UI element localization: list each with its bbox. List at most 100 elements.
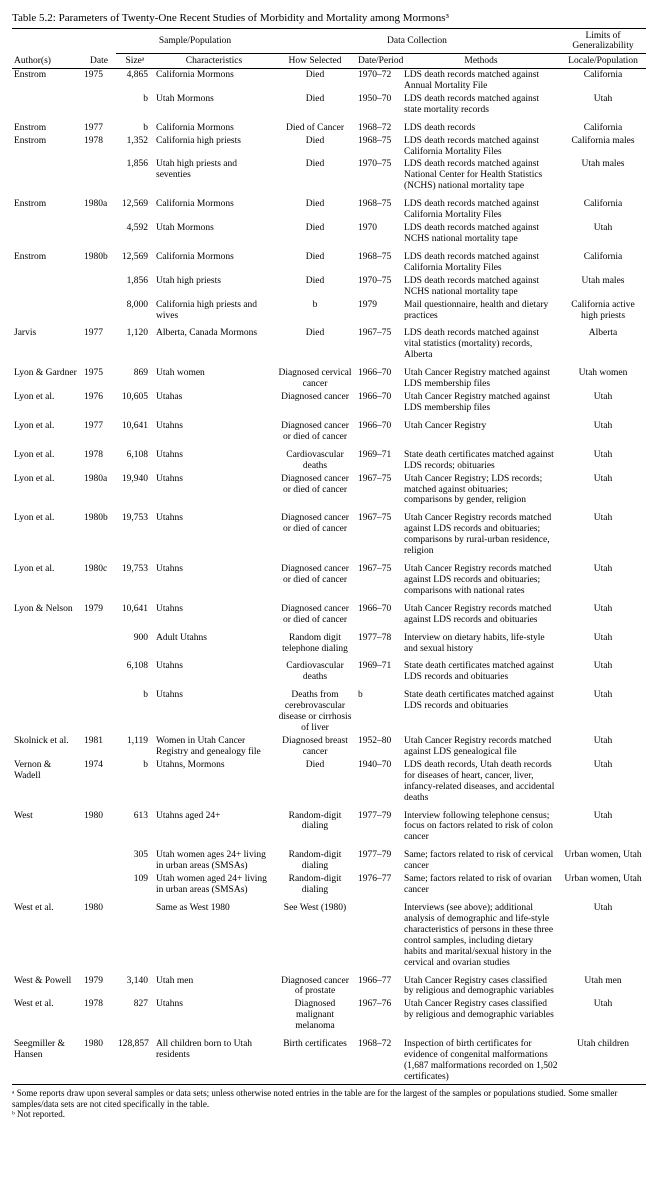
cell-size: b bbox=[116, 93, 154, 117]
cell-chars: Utahns bbox=[154, 998, 274, 1033]
cell-size: 1,856 bbox=[116, 158, 154, 193]
cell-size: 4,592 bbox=[116, 222, 154, 246]
cell-size: b bbox=[116, 684, 154, 735]
cell-author: West & Powell bbox=[12, 970, 82, 999]
cell-size: 613 bbox=[116, 805, 154, 845]
cell-period: 1968–75 bbox=[356, 135, 402, 159]
cell-period: 1969–71 bbox=[356, 444, 402, 473]
cell-author bbox=[12, 299, 82, 323]
cell-chars: Utah high priests and seventies bbox=[154, 158, 274, 193]
cell-period: 1967–75 bbox=[356, 507, 402, 558]
table-row: Enstrom19781,352California high priestsD… bbox=[12, 135, 646, 159]
cell-date: 1980a bbox=[82, 193, 116, 222]
cell-period: 1970–75 bbox=[356, 158, 402, 193]
cell-methods: Utah Cancer Registry records matched aga… bbox=[402, 558, 560, 598]
cell-size: 12,569 bbox=[116, 193, 154, 222]
table-row: West et al.1980Same as West 1980See West… bbox=[12, 897, 646, 970]
cell-author: Lyon et al. bbox=[12, 507, 82, 558]
cell-author bbox=[12, 873, 82, 897]
cell-author bbox=[12, 844, 82, 873]
cell-how: Diagnosed cancer or died of cancer bbox=[274, 598, 356, 627]
col-date: Date bbox=[82, 54, 116, 69]
cell-how: Diagnosed cancer bbox=[274, 391, 356, 415]
table-row: 1,856Utah high priestsDied1970–75LDS dea… bbox=[12, 275, 646, 299]
table-row: Enstrom1980b12,569California MormonsDied… bbox=[12, 246, 646, 275]
cell-how: Died bbox=[274, 246, 356, 275]
cell-locale: Urban women, Utah bbox=[560, 873, 646, 897]
cell-date: 1977 bbox=[82, 415, 116, 444]
cell-chars: Utahns bbox=[154, 558, 274, 598]
cell-locale: California active high priests bbox=[560, 299, 646, 323]
cell-locale: Utah women bbox=[560, 362, 646, 391]
cell-period: 1967–75 bbox=[356, 558, 402, 598]
group-data: Data Collection bbox=[274, 29, 560, 54]
cell-period: 1976–77 bbox=[356, 873, 402, 897]
cell-chars: Utah Mormons bbox=[154, 222, 274, 246]
col-author: Author(s) bbox=[12, 54, 82, 69]
table-row: bUtah MormonsDied1950–70LDS death record… bbox=[12, 93, 646, 117]
table-row: Lyon et al.197710,641UtahnsDiagnosed can… bbox=[12, 415, 646, 444]
cell-how: Diagnosed malignant melanoma bbox=[274, 998, 356, 1033]
cell-chars: Utahns bbox=[154, 507, 274, 558]
table-row: Vernon & Wadell1974bUtahns, MormonsDied1… bbox=[12, 759, 646, 805]
cell-chars: Utah high priests bbox=[154, 275, 274, 299]
cell-methods: Utah Cancer Registry records matched aga… bbox=[402, 507, 560, 558]
cell-methods: LDS death records matched against Califo… bbox=[402, 193, 560, 222]
cell-how: b bbox=[274, 299, 356, 323]
cell-methods: State death certificates matched against… bbox=[402, 655, 560, 684]
cell-date bbox=[82, 222, 116, 246]
cell-period: 1966–70 bbox=[356, 391, 402, 415]
table-row: 1,856Utah high priests and seventiesDied… bbox=[12, 158, 646, 193]
cell-how: Diagnosed cervical cancer bbox=[274, 362, 356, 391]
col-size: Sizeᵃ bbox=[116, 54, 154, 69]
cell-methods: LDS death records, Utah death records fo… bbox=[402, 759, 560, 805]
cell-author: Enstrom bbox=[12, 193, 82, 222]
col-locale: Locale/Population bbox=[560, 54, 646, 69]
group-sample: Sample/Population bbox=[116, 29, 274, 54]
cell-chars: Utahns bbox=[154, 655, 274, 684]
cell-locale: Alberta bbox=[560, 322, 646, 362]
cell-author: Skolnick et al. bbox=[12, 735, 82, 759]
cell-author bbox=[12, 93, 82, 117]
cell-chars: Utahns bbox=[154, 415, 274, 444]
cell-how: Died bbox=[274, 275, 356, 299]
cell-author: Lyon et al. bbox=[12, 558, 82, 598]
cell-methods: State death certificates matched against… bbox=[402, 444, 560, 473]
cell-author bbox=[12, 655, 82, 684]
cell-chars: California Mormons bbox=[154, 193, 274, 222]
cell-how: Deaths from cerebrovascular disease or c… bbox=[274, 684, 356, 735]
cell-author: Enstrom bbox=[12, 69, 82, 93]
cell-size: 10,605 bbox=[116, 391, 154, 415]
cell-size: 827 bbox=[116, 998, 154, 1033]
cell-how: Died bbox=[274, 193, 356, 222]
cell-period: 1967–75 bbox=[356, 322, 402, 362]
cell-chars: All children born to Utah residents bbox=[154, 1033, 274, 1084]
table-row: Enstrom19754,865California MormonsDied19… bbox=[12, 69, 646, 93]
cell-chars: Utahns bbox=[154, 473, 274, 508]
cell-chars: Utahas bbox=[154, 391, 274, 415]
table-row: 4,592Utah MormonsDied1970LDS death recor… bbox=[12, 222, 646, 246]
cell-locale: Utah children bbox=[560, 1033, 646, 1084]
cell-date: 1977 bbox=[82, 322, 116, 362]
table-row: Jarvis19771,120Alberta, Canada MormonsDi… bbox=[12, 322, 646, 362]
cell-date bbox=[82, 844, 116, 873]
cell-author: Jarvis bbox=[12, 322, 82, 362]
cell-author: Enstrom bbox=[12, 246, 82, 275]
cell-how: Died bbox=[274, 322, 356, 362]
cell-methods: Interview on dietary habits, life-style … bbox=[402, 627, 560, 656]
cell-date: 1975 bbox=[82, 69, 116, 93]
cell-author bbox=[12, 684, 82, 735]
cell-size: 900 bbox=[116, 627, 154, 656]
table-row: Lyon et al.1980b19,753UtahnsDiagnosed ca… bbox=[12, 507, 646, 558]
cell-chars: Utahns aged 24+ bbox=[154, 805, 274, 845]
table-title: Table 5.2: Parameters of Twenty-One Rece… bbox=[12, 12, 646, 24]
cell-size: b bbox=[116, 759, 154, 805]
cell-chars: Utah women ages 24+ living in urban area… bbox=[154, 844, 274, 873]
cell-date: 1977 bbox=[82, 117, 116, 135]
cell-how: Cardiovascular deaths bbox=[274, 444, 356, 473]
cell-period: 1967–75 bbox=[356, 473, 402, 508]
table-row: Enstrom1980a12,569California MormonsDied… bbox=[12, 193, 646, 222]
cell-size: 305 bbox=[116, 844, 154, 873]
cell-locale: Utah bbox=[560, 805, 646, 845]
cell-size bbox=[116, 897, 154, 970]
